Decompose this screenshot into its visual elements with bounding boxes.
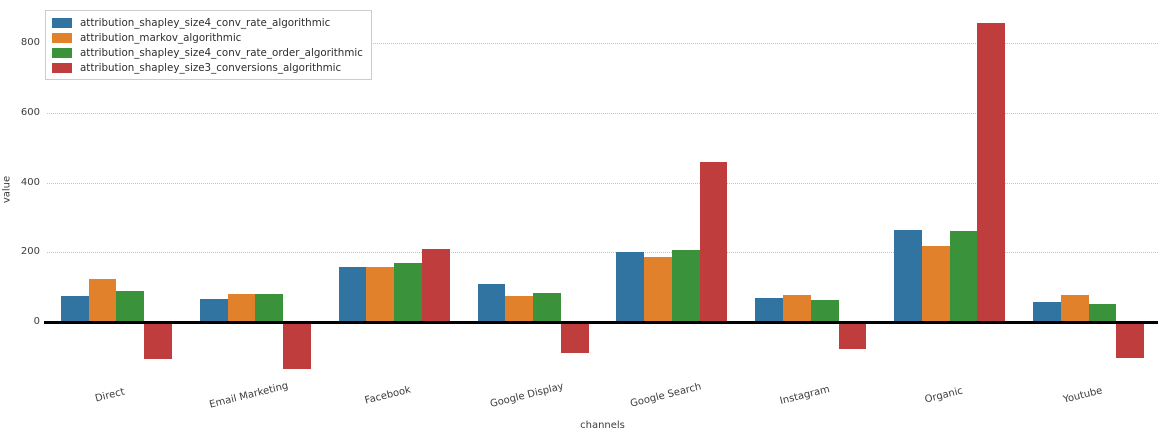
x-tick-label: Youtube	[1061, 385, 1104, 406]
x-tick-label: Google Search	[629, 381, 703, 410]
bar	[977, 22, 1006, 322]
bar	[338, 266, 367, 322]
y-axis-title: value	[1, 175, 13, 204]
y-tick-label: 800	[20, 37, 40, 48]
bar	[838, 322, 867, 350]
bar	[894, 229, 922, 322]
legend-swatch	[52, 17, 72, 28]
bar	[60, 295, 89, 322]
bar	[421, 248, 450, 322]
bar	[116, 290, 145, 322]
x-axis-title: channels	[580, 420, 625, 431]
gridline	[47, 182, 1158, 184]
bar	[505, 295, 534, 322]
bar	[144, 322, 172, 359]
bar	[477, 283, 506, 322]
bar	[810, 300, 839, 322]
legend-label: attribution_shapley_size3_conversions_al…	[80, 61, 342, 74]
x-tick-label: Instagram	[778, 384, 831, 408]
bar	[949, 230, 978, 322]
x-tick-label: Organic	[923, 385, 964, 406]
legend-row: attribution_shapley_size4_conv_rate_algo…	[52, 15, 363, 30]
bar	[671, 249, 700, 322]
x-tick-label: Google Display	[489, 381, 565, 410]
legend-swatch	[52, 32, 72, 43]
x-tick-label: Direct	[94, 386, 127, 405]
bar	[783, 294, 811, 322]
bar	[644, 257, 672, 322]
legend: attribution_shapley_size4_conv_rate_algo…	[45, 10, 372, 80]
gridline	[47, 252, 1158, 254]
bar	[1088, 303, 1117, 322]
bar	[199, 298, 228, 322]
bar	[255, 293, 284, 322]
bar	[1116, 322, 1145, 359]
bar	[283, 322, 311, 369]
zero-axis-line	[44, 320, 1158, 324]
x-tick-label: Facebook	[363, 384, 413, 407]
gridline	[47, 43, 1158, 44]
legend-swatch	[52, 47, 72, 58]
y-tick-label: 200	[20, 246, 40, 258]
y-tick-label: 600	[20, 106, 40, 118]
legend-row: attribution_shapley_size4_conv_rate_orde…	[52, 45, 363, 60]
legend-label: attribution_shapley_size4_conv_rate_algo…	[80, 16, 331, 29]
bar	[227, 293, 256, 322]
bar	[560, 322, 589, 354]
bar	[1060, 294, 1089, 322]
legend-label: attribution_markov_algorithmic	[80, 31, 242, 44]
legend-label: attribution_shapley_size4_conv_rate_orde…	[80, 46, 363, 59]
legend-row: attribution_shapley_size3_conversions_al…	[52, 60, 363, 75]
legend-row: attribution_markov_algorithmic	[52, 30, 363, 45]
x-tick-label: Email Marketing	[208, 380, 290, 411]
gridline	[47, 112, 1158, 114]
bar	[533, 292, 561, 322]
y-tick-label: 0	[33, 316, 40, 327]
bar	[699, 161, 728, 322]
bar	[616, 252, 645, 322]
bar	[1033, 301, 1061, 322]
bar	[88, 278, 117, 322]
bar	[366, 266, 395, 322]
bar	[755, 297, 784, 322]
legend-swatch	[52, 62, 72, 73]
y-tick-label: 400	[20, 176, 40, 188]
bar	[921, 245, 950, 322]
bar	[394, 262, 422, 322]
